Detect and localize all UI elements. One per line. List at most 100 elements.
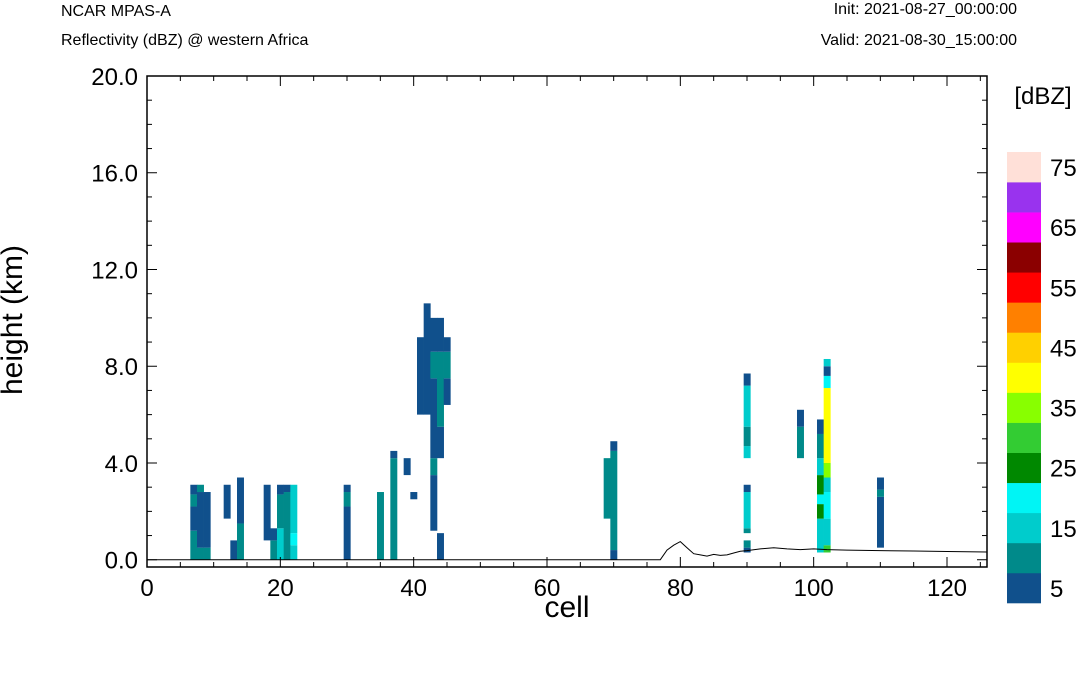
reflectivity-cell <box>610 550 618 560</box>
reflectivity-cell <box>223 484 231 519</box>
reflectivity-cell <box>610 441 618 451</box>
reflectivity-cell <box>430 458 438 476</box>
colorbar-swatch <box>1007 452 1041 484</box>
terrain <box>147 540 988 561</box>
reflectivity-cell <box>437 533 444 560</box>
reflectivity-cell <box>230 540 238 560</box>
reflectivity-cell <box>290 484 298 534</box>
reflectivity-cell <box>877 489 884 497</box>
init-time: Init: 2021-08-27_00:00:00 <box>834 1 1017 18</box>
reflectivity-cell <box>343 506 351 560</box>
reflectivity-cell <box>430 475 438 531</box>
reflectivity-cell <box>443 337 451 352</box>
x-tick-label: 40 <box>400 575 427 602</box>
x-tick-label: 0 <box>140 575 153 602</box>
axes: 0 20 40 60 80 100 120 0.0 4.0 8.0 12.0 16.0 20.0 <box>91 64 988 602</box>
reflectivity-cell <box>823 492 831 519</box>
reflectivity-cell <box>430 351 438 379</box>
reflectivity-cell <box>203 492 211 548</box>
colorbar-swatch <box>1007 152 1041 183</box>
reflectivity-cell <box>743 446 751 459</box>
colorbar-swatch <box>1007 362 1041 393</box>
reflectivity-cell <box>277 484 284 495</box>
reflectivity-cell <box>237 477 244 524</box>
chart-subtitle: Reflectivity (dBZ) @ western Africa <box>61 32 309 49</box>
reflectivity-cell <box>410 492 418 500</box>
reflectivity-cell <box>823 375 831 389</box>
colorbar-swatch <box>1007 542 1041 574</box>
reflectivity-cell <box>190 484 198 495</box>
reflectivity-cell <box>877 496 884 548</box>
reflectivity-cell <box>277 528 284 560</box>
reflectivity-cell <box>197 484 204 493</box>
reflectivity-cell <box>817 419 824 434</box>
reflectivity-cell <box>817 494 824 505</box>
reflectivity-cell <box>377 492 384 560</box>
reflectivity-cell <box>237 523 244 560</box>
reflectivity-cell <box>823 358 831 367</box>
reflectivity-cell <box>423 303 431 415</box>
colorbar-swatch <box>1007 332 1041 363</box>
colorbar-swatch <box>1007 212 1041 243</box>
reflectivity-cell <box>403 458 411 476</box>
reflectivity-cell <box>283 492 291 560</box>
reflectivity-cell <box>743 426 751 447</box>
reflectivity-cell <box>343 492 351 507</box>
reflectivity-cell <box>823 366 831 376</box>
reflectivity-cell <box>343 484 351 493</box>
reflectivity-cell <box>823 463 831 478</box>
colorbar-swatch <box>1007 482 1041 514</box>
reflectivity-cell <box>823 388 831 463</box>
reflectivity-cell <box>270 540 278 560</box>
reflectivity-cell <box>263 484 271 541</box>
plot-frame <box>146 75 988 568</box>
reflectivity-cell <box>270 528 278 541</box>
reflectivity-cell <box>190 506 198 531</box>
reflectivity-cell <box>743 373 751 386</box>
y-tick-label: 16.0 <box>91 161 138 188</box>
colorbar: 5 15 25 35 45 55 65 75 <box>1007 152 1077 604</box>
colorbar-tick-label: 75 <box>1050 155 1077 182</box>
reflectivity-cell <box>743 492 751 529</box>
x-tick-label: 100 <box>794 575 834 602</box>
y-tick-label: 8.0 <box>105 354 138 381</box>
reflectivity-cell <box>430 317 438 352</box>
reflectivity-cell <box>743 385 751 427</box>
reflectivity-cell <box>197 492 204 548</box>
model-title: NCAR MPAS-A <box>61 3 171 20</box>
y-tick-label: 20.0 <box>91 64 138 91</box>
y-axis-label: height (km) <box>0 245 29 395</box>
reflectivity-cell <box>817 504 824 519</box>
reflectivity-cell <box>283 484 291 493</box>
reflectivity-cell <box>610 450 618 551</box>
colorbar-swatch <box>1007 242 1041 273</box>
reflectivity-cell <box>817 458 824 476</box>
x-tick-label: 20 <box>267 575 294 602</box>
reflectivity-cell <box>603 458 611 519</box>
x-tick-label: 80 <box>667 575 694 602</box>
terrain-line <box>147 540 988 561</box>
reflectivity-cell <box>437 351 444 427</box>
y-tick-label: 0.0 <box>105 548 138 575</box>
reflectivity-cell <box>437 426 444 459</box>
reflectivity-cell <box>190 494 198 507</box>
colorbar-swatch <box>1007 302 1041 333</box>
reflectivity-cell <box>817 433 824 459</box>
reflectivity-cell <box>797 409 804 427</box>
colorbar-tick-label: 5 <box>1050 576 1063 603</box>
colorbar-tick-label: 55 <box>1050 275 1077 302</box>
reflectivity-cell <box>817 518 824 553</box>
x-tick-label: 120 <box>927 575 967 602</box>
colorbar-tick-label: 65 <box>1050 215 1077 242</box>
reflectivity-cell <box>437 317 444 352</box>
reflectivity-cell <box>443 378 451 405</box>
x-tick-label: 60 <box>534 575 561 602</box>
colorbar-swatch <box>1007 182 1041 213</box>
reflectivity-cells <box>190 303 884 560</box>
reflectivity-cell <box>203 547 211 560</box>
colorbar-swatch <box>1007 422 1041 453</box>
reflectivity-cell <box>290 545 298 560</box>
reflectivity-cell <box>277 494 284 529</box>
reflectivity-cell <box>390 458 398 560</box>
